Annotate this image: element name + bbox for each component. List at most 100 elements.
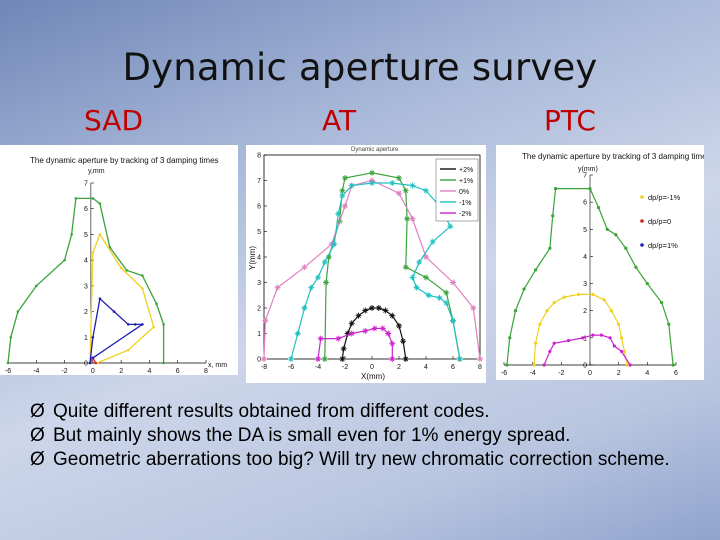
data-point: [389, 312, 396, 319]
data-point: [126, 348, 130, 352]
data-point: [288, 356, 294, 362]
y-tick-label: 7: [84, 181, 88, 188]
y-tick-label: 4: [257, 255, 261, 262]
bullet-arrow-icon: Ø: [30, 449, 45, 470]
data-point: [348, 320, 355, 327]
data-point: [371, 325, 378, 332]
ptc-legend-label: dp/p=-1%: [648, 193, 681, 202]
data-point: [443, 289, 450, 296]
data-point: [308, 284, 315, 291]
y-tick-label: 6: [257, 204, 261, 211]
data-point: [402, 264, 409, 271]
data-point: [98, 297, 102, 301]
data-point: [588, 186, 592, 191]
data-point: [591, 292, 595, 297]
data-point: [409, 274, 416, 281]
sad-da-chart: The dynamic aperture by tracking of 3 da…: [5, 156, 227, 375]
data-point: [382, 307, 389, 314]
x-tick-label: -2: [558, 370, 564, 377]
at-legend-label: -1%: [459, 200, 471, 207]
series-line-1: [89, 232, 155, 364]
data-point: [385, 330, 392, 337]
data-point: [447, 223, 454, 230]
data-point: [342, 203, 348, 209]
at-plot-panel: Dynamic aperture Y(mm) X(mm) -8 -6 -4 -2 0 2 4…: [246, 145, 486, 383]
data-point: [91, 251, 95, 254]
x-tick-label: 0: [91, 368, 95, 375]
data-point: [6, 361, 10, 365]
bullet-arrow-icon: Ø: [30, 401, 45, 422]
at-y-label: Y(mm): [248, 246, 257, 270]
data-point: [261, 356, 267, 362]
data-point: [423, 274, 429, 281]
data-point: [409, 215, 416, 222]
data-point: [416, 259, 423, 266]
data-point: [423, 187, 429, 194]
data-point: [94, 361, 97, 365]
data-point: [91, 335, 95, 339]
ptc-y-label: y(mm): [578, 166, 598, 173]
x-tick-label: 8: [478, 364, 482, 371]
data-point: [294, 330, 301, 337]
x-tick-label: 2: [119, 368, 123, 375]
data-point: [155, 302, 158, 306]
x-tick-label: 6: [674, 370, 678, 377]
data-point: [538, 322, 542, 326]
y-tick-label: 3: [84, 283, 88, 290]
data-point: [599, 333, 604, 337]
data-point: [274, 284, 281, 291]
data-point: [301, 264, 308, 271]
data-point: [533, 341, 538, 345]
data-point: [645, 281, 649, 286]
data-point: [339, 192, 346, 199]
data-point: [443, 299, 450, 306]
bullet-text: Geometric aberrations too big? Will try …: [53, 449, 670, 470]
slide-title: Dynamic aperture survey: [122, 46, 598, 89]
x-tick-label: 0: [588, 370, 592, 377]
data-point: [402, 187, 409, 194]
data-point: [597, 205, 601, 210]
data-point: [369, 169, 375, 176]
y-tick-label: 1: [257, 331, 261, 338]
ptc-chart-title: The dynamic aperture by tracking of 3 da…: [522, 152, 704, 161]
series-line-2: [263, 179, 481, 360]
x-tick-label: 4: [424, 364, 428, 371]
data-point: [141, 323, 144, 326]
series-line-0: [506, 187, 674, 366]
x-tick-label: 2: [397, 364, 401, 371]
ptc-legend-marker: [640, 243, 644, 247]
data-point: [389, 180, 396, 187]
label-at: AT: [322, 104, 357, 137]
y-tick-label: 2: [257, 306, 261, 313]
x-tick-label: 6: [176, 368, 180, 375]
x-tick-label: 8: [204, 368, 208, 375]
data-point: [91, 356, 95, 360]
data-point: [70, 233, 73, 236]
data-point: [339, 187, 346, 194]
data-point: [576, 292, 581, 297]
y-tick-label: 8: [257, 153, 261, 160]
data-point: [315, 274, 321, 281]
data-point: [389, 340, 396, 347]
data-point: [614, 233, 618, 237]
series-line-3: [89, 297, 145, 364]
series-line-2: [543, 334, 631, 366]
data-point: [423, 254, 429, 260]
y-tick-label: 0: [583, 363, 587, 370]
x-tick-label: 4: [645, 370, 649, 377]
y-tick-label: 5: [84, 232, 88, 239]
data-point: [608, 336, 612, 340]
data-point: [609, 309, 614, 313]
data-point: [548, 349, 552, 354]
data-point: [404, 215, 411, 222]
data-point: [301, 305, 308, 311]
x-tick-label: -2: [61, 368, 67, 375]
data-point: [400, 338, 407, 345]
data-point: [141, 274, 144, 277]
x-tick-label: 6: [451, 364, 455, 371]
data-point: [331, 241, 338, 248]
data-point: [344, 330, 351, 337]
data-point: [112, 310, 116, 313]
data-point: [477, 356, 483, 362]
data-point: [141, 287, 144, 290]
